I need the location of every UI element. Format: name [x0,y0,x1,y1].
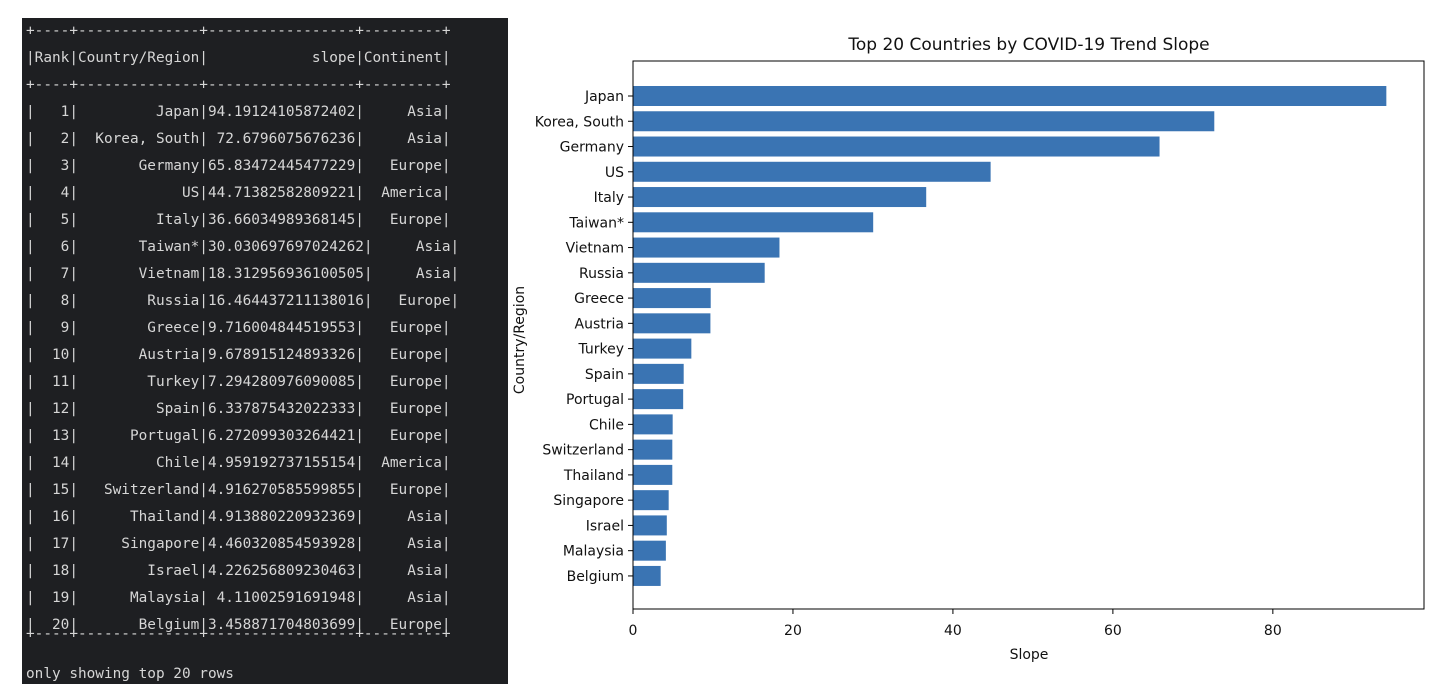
table-row: | 13| Portugal|6.272099303264421| Europe… [26,428,451,444]
y-tick-label: Israel [586,518,624,534]
y-tick-label: Singapore [553,493,624,509]
terminal-output: +----+--------------+-----------------+-… [22,18,508,684]
y-tick-label: Austria [575,316,624,332]
table-row: | 8| Russia|16.464437211138016| Europe| [26,293,460,309]
bar [633,161,991,182]
x-axis-label: Slope [1010,647,1049,663]
table-row: | 3| Germany|65.83472445477229| Europe| [26,158,451,174]
table-row: | 9| Greece|9.716004844519553| Europe| [26,320,451,336]
table-row: | 11| Turkey|7.294280976090085| Europe| [26,374,451,390]
table-border-top: +----+--------------+-----------------+-… [26,23,451,39]
x-tick-label: 60 [1104,623,1122,639]
bar [633,363,684,384]
bar [633,540,666,561]
table-row: | 5| Italy|36.66034989368145| Europe| [26,212,451,228]
chart-title: Top 20 Countries by COVID-19 Trend Slope [847,35,1209,55]
bar [633,86,1387,106]
table-row: | 19| Malaysia| 4.11002591691948| Asia| [26,590,451,606]
y-tick-label: Spain [585,367,624,383]
y-tick-label: Malaysia [563,544,624,560]
y-tick-label: Korea, South [535,114,624,130]
y-tick-label: Switzerland [542,443,624,459]
bar [633,389,684,410]
y-axis-label: Country/Region [512,286,528,394]
bars-group [633,86,1387,586]
bar [633,515,667,536]
bar [633,414,673,435]
table-row: | 4| US|44.71382582809221| America| [26,185,451,201]
table-row: | 2| Korea, South| 72.6796075676236| Asi… [26,131,451,147]
table-row: | 17| Singapore|4.460320854593928| Asia| [26,536,451,552]
y-tick-label: Germany [560,140,624,156]
bar-chart: Top 20 Countries by COVID-19 Trend Slope… [508,0,1446,700]
y-tick-label: Japan [584,89,624,105]
table-row: | 18| Israel|4.226256809230463| Asia| [26,563,451,579]
table-row: | 15| Switzerland|4.916270585599855| Eur… [26,482,451,498]
table-border-mid: +----+--------------+-----------------+-… [26,77,451,93]
bar [633,262,765,283]
bar [633,338,692,359]
bar [633,565,661,586]
x-tick-label: 20 [784,623,802,639]
table-row: | 6| Taiwan*|30.030697697024262| Asia| [26,239,460,255]
y-tick-label: Vietnam [566,241,624,257]
bar [633,187,927,208]
y-tick-label: Portugal [566,392,624,408]
plot-frame [632,60,1425,610]
footer-text: only showing top 20 rows [26,666,234,682]
table-header: |Rank|Country/Region| slope|Continent| [26,50,451,66]
table-border-bottom: +----+--------------+-----------------+-… [26,626,451,642]
x-tick-label: 0 [629,623,638,639]
y-tick-label: Thailand [563,468,624,484]
table-row: | 14| Chile|4.959192737155154| America| [26,455,451,471]
y-tick-label: Taiwan* [568,215,624,231]
table-row: | 1| Japan|94.19124105872402| Asia| [26,104,451,120]
y-tick-label: Turkey [577,342,624,358]
y-tick-label: Chile [589,417,624,433]
table-row: | 16| Thailand|4.913880220932369| Asia| [26,509,451,525]
bar [633,490,669,511]
x-tick-label: 80 [1264,623,1282,639]
bar [633,237,780,258]
y-tick-label: Belgium [567,569,624,585]
table-row: | 12| Spain|6.337875432022333| Europe| [26,401,451,417]
bar [633,313,711,334]
y-tick-label: US [605,165,624,181]
bar [633,212,874,233]
table-row: | 10| Austria|9.678915124893326| Europe| [26,347,451,363]
y-tick-labels: Japan Korea, South Germany US Italy Taiwan* Vi… [535,89,633,585]
bar [633,111,1215,132]
bar [633,464,673,485]
chart-svg: Top 20 Countries by COVID-19 Trend Slope… [512,35,1425,663]
x-ticks: 0 20 40 60 80 [629,609,1282,639]
bar [633,439,673,460]
bar [633,136,1160,157]
x-tick-label: 40 [944,623,962,639]
table-row: | 7| Vietnam|18.312956936100505| Asia| [26,266,460,282]
y-tick-label: Greece [574,291,624,307]
y-tick-label: Italy [594,190,624,206]
bar [633,288,711,309]
table-row: | 20| Belgium|3.458871704803699| Europe| [26,617,451,633]
y-tick-label: Russia [579,266,624,282]
